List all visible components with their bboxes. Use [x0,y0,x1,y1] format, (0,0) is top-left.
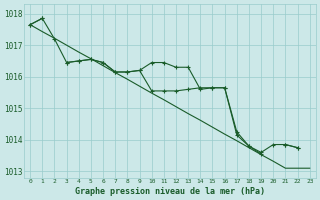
X-axis label: Graphe pression niveau de la mer (hPa): Graphe pression niveau de la mer (hPa) [75,187,265,196]
